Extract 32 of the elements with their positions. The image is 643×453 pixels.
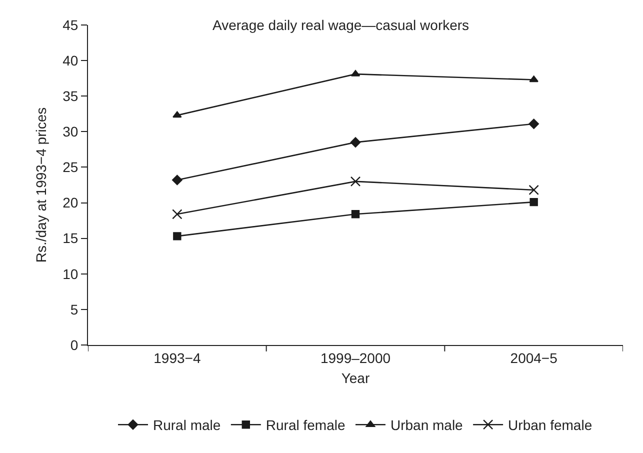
legend-label: Urban male [390, 417, 464, 434]
point [172, 111, 182, 118]
y-tick-label: 30 [62, 124, 78, 140]
y-tick-label: 40 [62, 52, 78, 68]
point [530, 198, 538, 206]
point [528, 184, 539, 196]
point [350, 176, 361, 187]
x-tick-label: 1999–2000 [320, 350, 391, 366]
y-tick-label: 35 [62, 88, 78, 104]
point [351, 210, 360, 218]
y-tick-label: 5 [70, 301, 78, 318]
x-tick-label: 1993−4 [154, 350, 201, 366]
y-tick-label: 25 [62, 159, 78, 176]
point [528, 118, 539, 129]
point [350, 70, 360, 76]
y-tick-label: 0 [70, 336, 78, 353]
point [172, 174, 182, 186]
point [529, 76, 538, 82]
legend-label: Urban female [508, 417, 592, 434]
y-axis-title: Rs./day at 1993−4 prices [33, 107, 50, 263]
legend-label: Rural male [153, 417, 221, 434]
point [350, 137, 361, 148]
y-tick-label: 10 [62, 266, 78, 282]
y-tick-label: 20 [62, 194, 78, 211]
y-tick-label: 45 [62, 16, 78, 33]
point [172, 209, 182, 220]
legend-label: Rural female [266, 417, 346, 434]
chart-title: Average daily real wage—casual workers [212, 17, 470, 34]
point [173, 232, 182, 240]
y-tick-label: 15 [62, 230, 78, 246]
x-axis-title: Year [341, 370, 370, 386]
x-tick-label: 2004−5 [510, 350, 558, 366]
